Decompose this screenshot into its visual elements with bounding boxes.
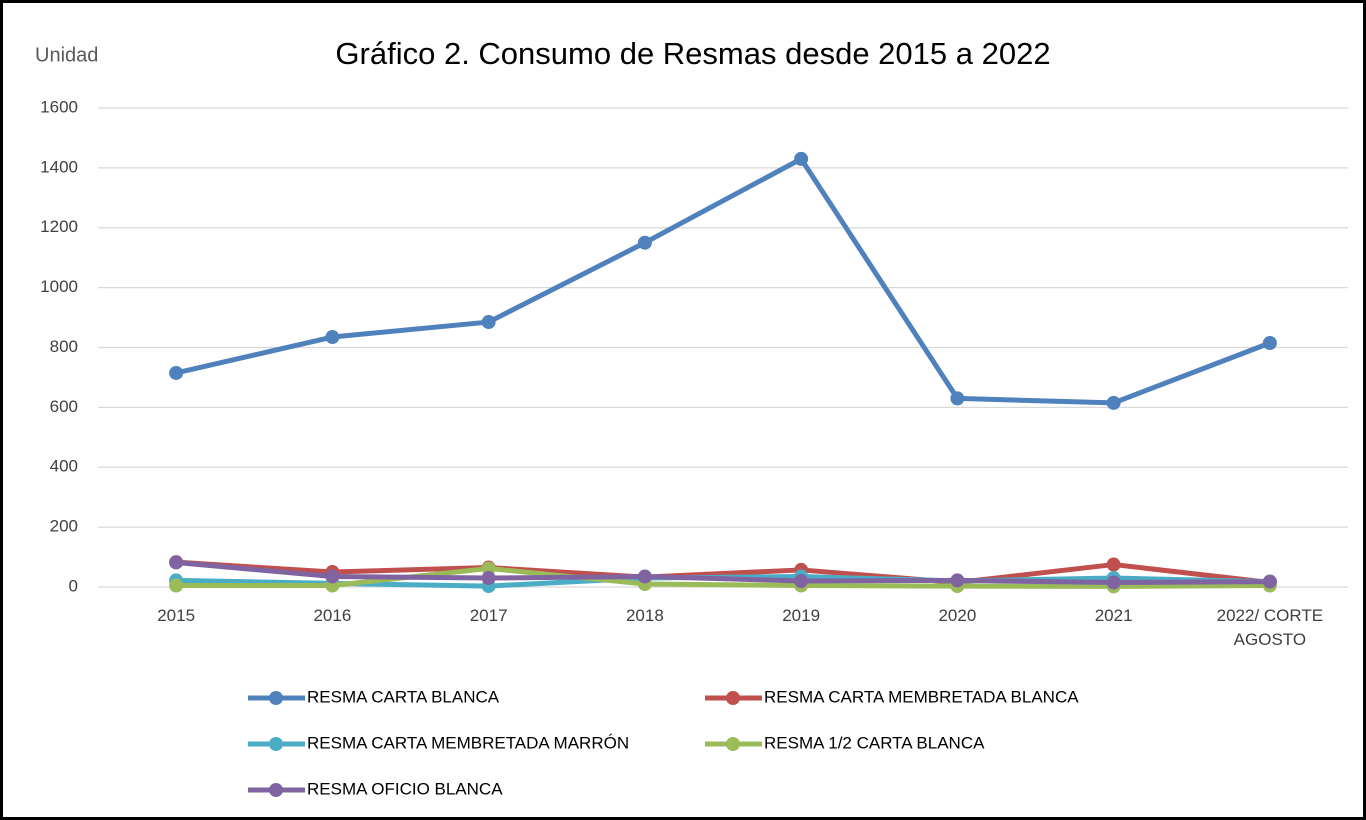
data-point xyxy=(169,578,184,593)
y-tick-label: 800 xyxy=(50,337,78,356)
y-tick-label: 600 xyxy=(50,397,78,416)
data-point xyxy=(1262,336,1277,351)
data-point xyxy=(794,574,809,589)
data-point xyxy=(325,569,340,584)
data-point xyxy=(1106,557,1121,572)
legend-label: RESMA CARTA MEMBRETADA BLANCA xyxy=(764,687,1079,706)
data-point xyxy=(1106,575,1121,590)
legend-label: RESMA 1/2 CARTA BLANCA xyxy=(764,733,985,752)
legend-label: RESMA CARTA BLANCA xyxy=(307,687,500,706)
series-line xyxy=(175,156,1271,406)
data-point xyxy=(169,555,184,570)
legend-swatch-marker xyxy=(726,737,740,751)
series-line xyxy=(175,559,1271,586)
legend-label: RESMA OFICIO BLANCA xyxy=(307,779,503,798)
x-tick-label: 2017 xyxy=(469,606,508,625)
data-point xyxy=(481,315,496,330)
data-point xyxy=(1106,395,1121,410)
y-tick-label: 1600 xyxy=(40,97,78,116)
y-axis-label: Unidad xyxy=(35,44,98,66)
series-line xyxy=(175,559,1270,586)
x-tick-label: 2019 xyxy=(782,606,821,625)
data-point xyxy=(481,561,496,576)
legend-swatch-marker xyxy=(269,783,283,797)
data-point xyxy=(950,391,965,406)
x-tick-label: 2018 xyxy=(625,606,664,625)
x-tick-label: 2015 xyxy=(157,606,196,625)
data-point xyxy=(794,151,809,166)
legend-swatch-marker xyxy=(269,737,283,751)
legend-swatch-marker xyxy=(269,691,283,705)
legend-swatch-marker xyxy=(726,691,740,705)
x-tick-label: 2016 xyxy=(313,606,352,625)
y-tick-label: 200 xyxy=(50,517,78,536)
data-point xyxy=(1262,574,1277,589)
data-point xyxy=(637,569,652,584)
y-tick-label: 1200 xyxy=(40,217,78,236)
chart-title: Gráfico 2. Consumo de Resmas desde 2015 … xyxy=(335,36,1050,71)
data-point xyxy=(637,235,652,250)
y-tick-label: 400 xyxy=(50,457,78,476)
y-tick-label: 1400 xyxy=(40,157,78,176)
y-tick-label: 0 xyxy=(69,576,78,595)
series-line xyxy=(176,565,1270,589)
x-tick-label: 2021 xyxy=(1094,606,1133,625)
data-point xyxy=(325,330,340,345)
data-point xyxy=(481,571,496,586)
legend-label: RESMA CARTA MEMBRETADA MARRÓN xyxy=(307,733,629,752)
y-tick-label: 1000 xyxy=(40,277,78,296)
data-point xyxy=(169,365,184,380)
data-point xyxy=(950,573,965,588)
x-tick-label: 2020 xyxy=(938,606,977,625)
x-tick-label: 2022/ CORTE AGOSTO xyxy=(1216,606,1324,649)
